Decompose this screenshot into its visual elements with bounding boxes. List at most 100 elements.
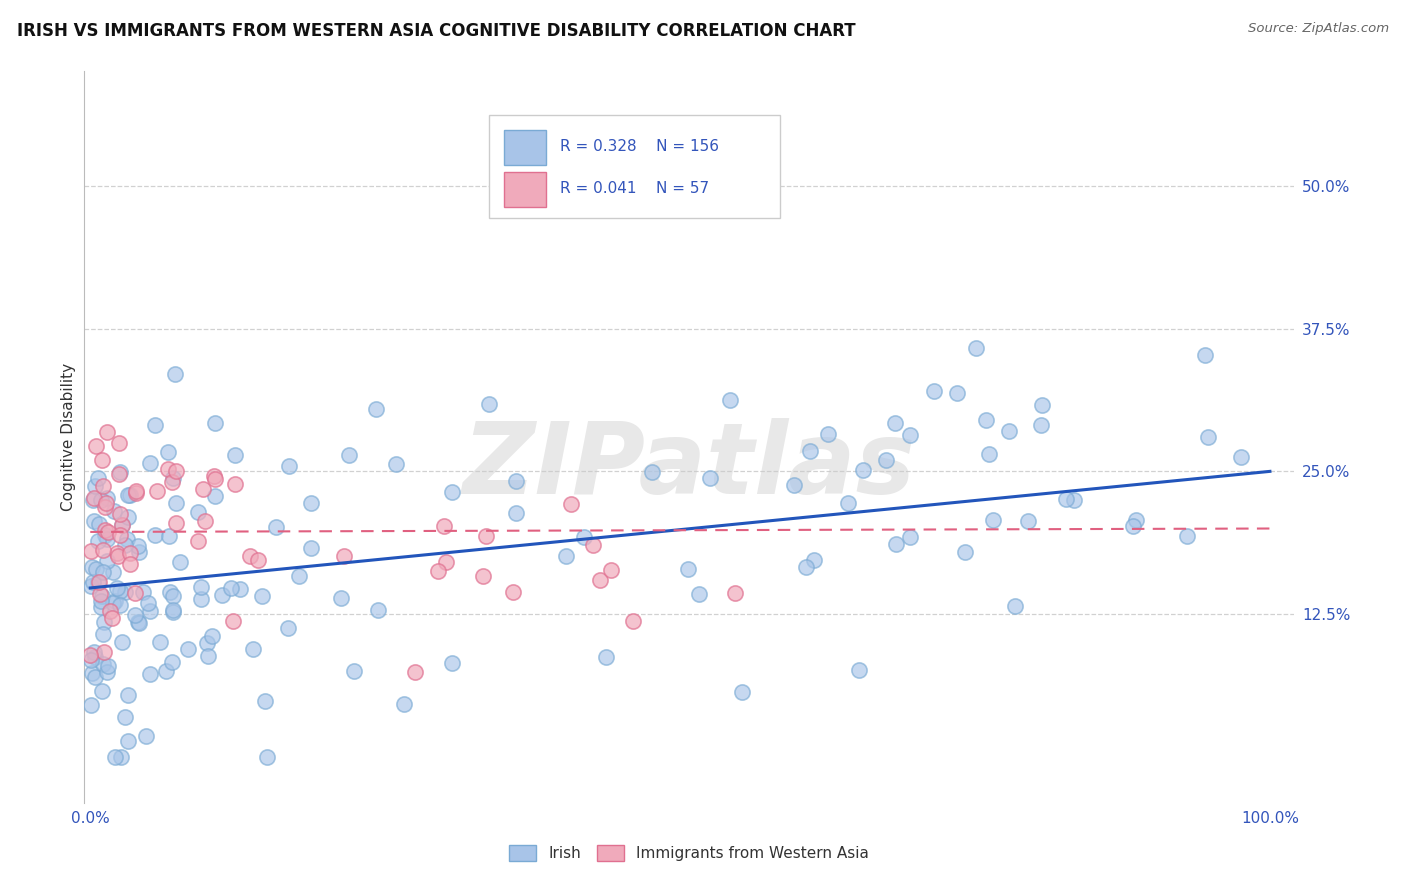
- Point: [194, 514, 217, 528]
- Point: [191, 483, 214, 497]
- Point: [107, 549, 129, 563]
- Point: [165, 368, 187, 382]
- Point: [204, 472, 226, 486]
- Point: [105, 546, 128, 560]
- Point: [108, 599, 131, 613]
- Point: [93, 479, 115, 493]
- Point: [107, 467, 129, 481]
- Point: [799, 444, 821, 458]
- Point: [204, 489, 226, 503]
- Point: [117, 733, 139, 747]
- Point: [848, 663, 870, 677]
- Text: R = 0.328    N = 156: R = 0.328 N = 156: [560, 139, 718, 154]
- Point: [366, 401, 388, 416]
- Point: [555, 549, 578, 563]
- Point: [166, 516, 188, 530]
- Point: [299, 541, 322, 556]
- Point: [977, 447, 1000, 461]
- Text: IRISH VS IMMIGRANTS FROM WESTERN ASIA COGNITIVE DISABILITY CORRELATION CHART: IRISH VS IMMIGRANTS FROM WESTERN ASIA CO…: [17, 22, 855, 40]
- Point: [83, 650, 105, 665]
- Point: [875, 453, 897, 467]
- Point: [139, 667, 162, 681]
- Point: [84, 479, 107, 493]
- Point: [1230, 450, 1253, 464]
- Point: [883, 417, 905, 431]
- Point: [253, 693, 276, 707]
- Point: [124, 585, 146, 599]
- Point: [96, 554, 118, 568]
- Point: [204, 416, 226, 430]
- Point: [86, 471, 108, 485]
- Point: [582, 538, 605, 552]
- Point: [91, 627, 114, 641]
- Point: [337, 448, 360, 462]
- Point: [229, 582, 252, 596]
- Point: [595, 649, 617, 664]
- Point: [623, 614, 645, 628]
- Point: [87, 574, 110, 589]
- Point: [160, 475, 183, 489]
- Point: [505, 507, 527, 521]
- Point: [125, 483, 148, 498]
- Point: [1031, 399, 1053, 413]
- Point: [1122, 518, 1144, 533]
- Point: [91, 684, 114, 698]
- Point: [117, 487, 139, 501]
- Point: [998, 424, 1021, 438]
- Point: [471, 569, 494, 583]
- Point: [97, 659, 120, 673]
- Point: [177, 642, 200, 657]
- Point: [84, 562, 107, 576]
- Point: [953, 545, 976, 559]
- Point: [114, 585, 136, 599]
- Point: [79, 648, 101, 663]
- Point: [103, 504, 125, 518]
- Point: [201, 629, 224, 643]
- Point: [111, 635, 134, 649]
- Point: [837, 496, 859, 510]
- Point: [111, 518, 134, 533]
- Point: [502, 584, 524, 599]
- Point: [367, 603, 389, 617]
- Point: [128, 615, 150, 630]
- Point: [90, 594, 112, 608]
- Point: [441, 656, 464, 670]
- Point: [922, 384, 945, 399]
- Point: [82, 492, 104, 507]
- Point: [80, 653, 103, 667]
- Point: [385, 457, 408, 471]
- Point: [132, 585, 155, 599]
- Point: [143, 417, 166, 432]
- Point: [287, 569, 309, 583]
- FancyBboxPatch shape: [503, 130, 547, 165]
- Point: [101, 565, 124, 579]
- Point: [79, 698, 101, 712]
- Point: [118, 488, 141, 502]
- Text: ZIPatlas: ZIPatlas: [463, 417, 915, 515]
- Point: [117, 688, 139, 702]
- Point: [90, 599, 112, 614]
- Point: [426, 564, 449, 578]
- Point: [392, 698, 415, 712]
- Point: [156, 462, 179, 476]
- Point: [90, 589, 112, 603]
- Point: [505, 474, 527, 488]
- Point: [299, 496, 322, 510]
- Point: [190, 591, 212, 606]
- Point: [724, 585, 747, 599]
- Point: [1197, 430, 1219, 444]
- Point: [79, 578, 101, 592]
- Point: [96, 532, 118, 546]
- Point: [187, 505, 209, 519]
- Point: [851, 463, 873, 477]
- Point: [91, 543, 114, 558]
- Point: [1031, 417, 1053, 432]
- Point: [699, 471, 721, 485]
- Point: [817, 426, 839, 441]
- Point: [588, 573, 610, 587]
- Point: [101, 596, 124, 610]
- Point: [478, 396, 501, 410]
- Point: [898, 428, 921, 442]
- FancyBboxPatch shape: [489, 115, 780, 218]
- Point: [118, 546, 141, 560]
